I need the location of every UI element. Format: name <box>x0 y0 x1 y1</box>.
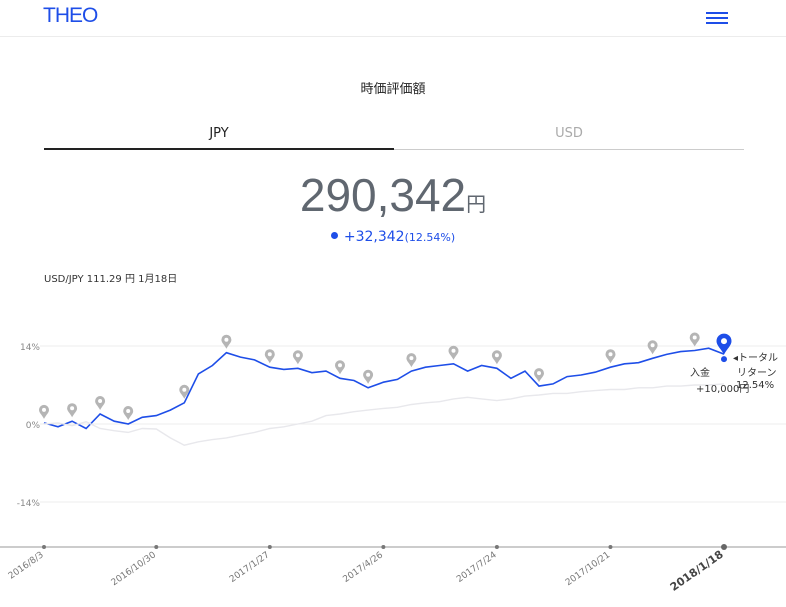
x-tick-dot <box>267 545 272 549</box>
deposit-pin-icon <box>264 349 275 364</box>
deposit-pin-icon <box>67 403 78 418</box>
current-deposit-pin-icon <box>716 333 732 355</box>
x-tick-label: 2016/8/3 <box>7 550 46 581</box>
theo-logo[interactable]: THEO <box>43 4 98 27</box>
current-value-dot <box>721 356 727 363</box>
deposit-pin-icon <box>221 334 232 349</box>
tab-usd[interactable]: USD <box>394 126 744 150</box>
valuation-display: 290,342円 <box>0 168 786 222</box>
x-tick-label: 2017/10/21 <box>564 550 612 588</box>
x-tick-dot <box>154 545 159 549</box>
deposit-pin-icon <box>689 332 700 347</box>
x-tick-label: 2017/7/24 <box>455 550 499 585</box>
deposit-pin-icon <box>647 340 658 355</box>
y-tick-label: 14% <box>20 343 40 353</box>
valuation-change: +32,342(12.54%) <box>0 229 786 245</box>
deposit-pin-icon <box>123 406 134 420</box>
change-percent: (12.54%) <box>404 231 456 244</box>
change-amount: +32,342 <box>343 229 405 245</box>
deposit-amount: +10,000円 <box>696 384 750 395</box>
x-tick-dot <box>608 545 613 549</box>
tab-jpy[interactable]: JPY <box>44 126 394 150</box>
x-tick-dot <box>381 545 386 549</box>
deposit-label: 入金 <box>690 368 710 379</box>
x-tick-dot <box>42 545 46 549</box>
total-return-label2: リターン <box>737 368 777 379</box>
app-header: THEO <box>0 0 786 37</box>
y-tick-label: 0% <box>26 421 41 431</box>
deposit-pin-icon <box>292 350 303 365</box>
y-tick-label: -14% <box>17 499 41 509</box>
hamburger-menu-icon[interactable] <box>706 11 728 25</box>
deposit-pin-icon <box>406 353 417 368</box>
valuation-unit: 円 <box>466 192 487 216</box>
deposit-pin-icon <box>39 404 49 419</box>
currency-tabs: JPY USD <box>44 126 744 150</box>
valuation-amount: 290,342 <box>299 169 467 221</box>
deposit-pin-icon <box>605 349 616 364</box>
deposit-pin-icon <box>95 396 106 410</box>
deposit-pin-icon <box>448 345 459 360</box>
x-tick-label: 2017/4/26 <box>342 550 386 585</box>
total-return-label: ◂トータル <box>733 353 779 364</box>
deposit-pin-icon <box>491 350 502 365</box>
deposit-pin-icon <box>534 368 544 383</box>
change-dot-icon <box>330 231 338 239</box>
x-tick-label: 2018/1/18 <box>668 548 726 594</box>
x-tick-label: 2016/10/30 <box>110 550 158 588</box>
section-title: 時価評価額 <box>360 82 426 97</box>
x-tick-dot <box>721 544 727 550</box>
x-tick-dot <box>494 545 499 549</box>
deposit-pin-icon <box>335 360 345 375</box>
x-tick-label: 2017/1/27 <box>228 550 272 585</box>
benchmark-line <box>43 383 725 446</box>
total-return-value: 12.54% <box>736 380 775 391</box>
portfolio-line <box>43 347 725 430</box>
deposit-pin-icon <box>179 384 190 399</box>
deposit-pin-icon <box>363 369 374 384</box>
fx-rate: USD/JPY 111.29 円 1月18日 <box>44 274 178 285</box>
